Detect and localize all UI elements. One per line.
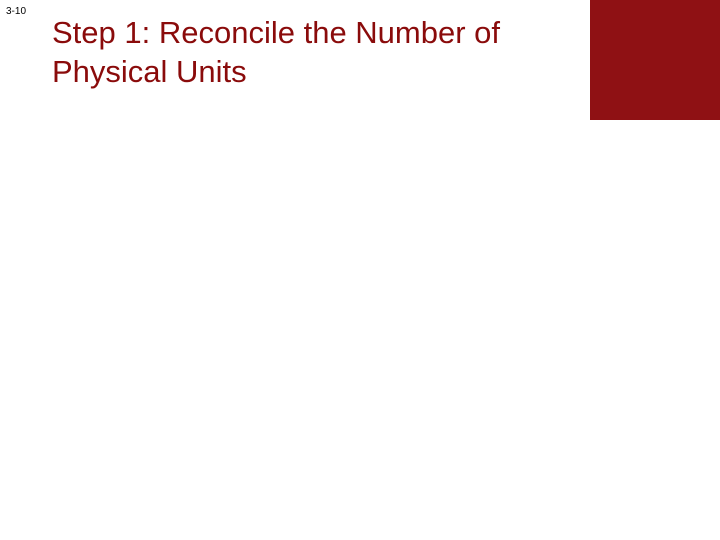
title-container: Step 1: Reconcile the Number of Physical… — [52, 14, 592, 92]
slide-title: Step 1: Reconcile the Number of Physical… — [52, 14, 592, 92]
page-number: 3-10 — [6, 6, 26, 17]
accent-block — [590, 0, 720, 120]
